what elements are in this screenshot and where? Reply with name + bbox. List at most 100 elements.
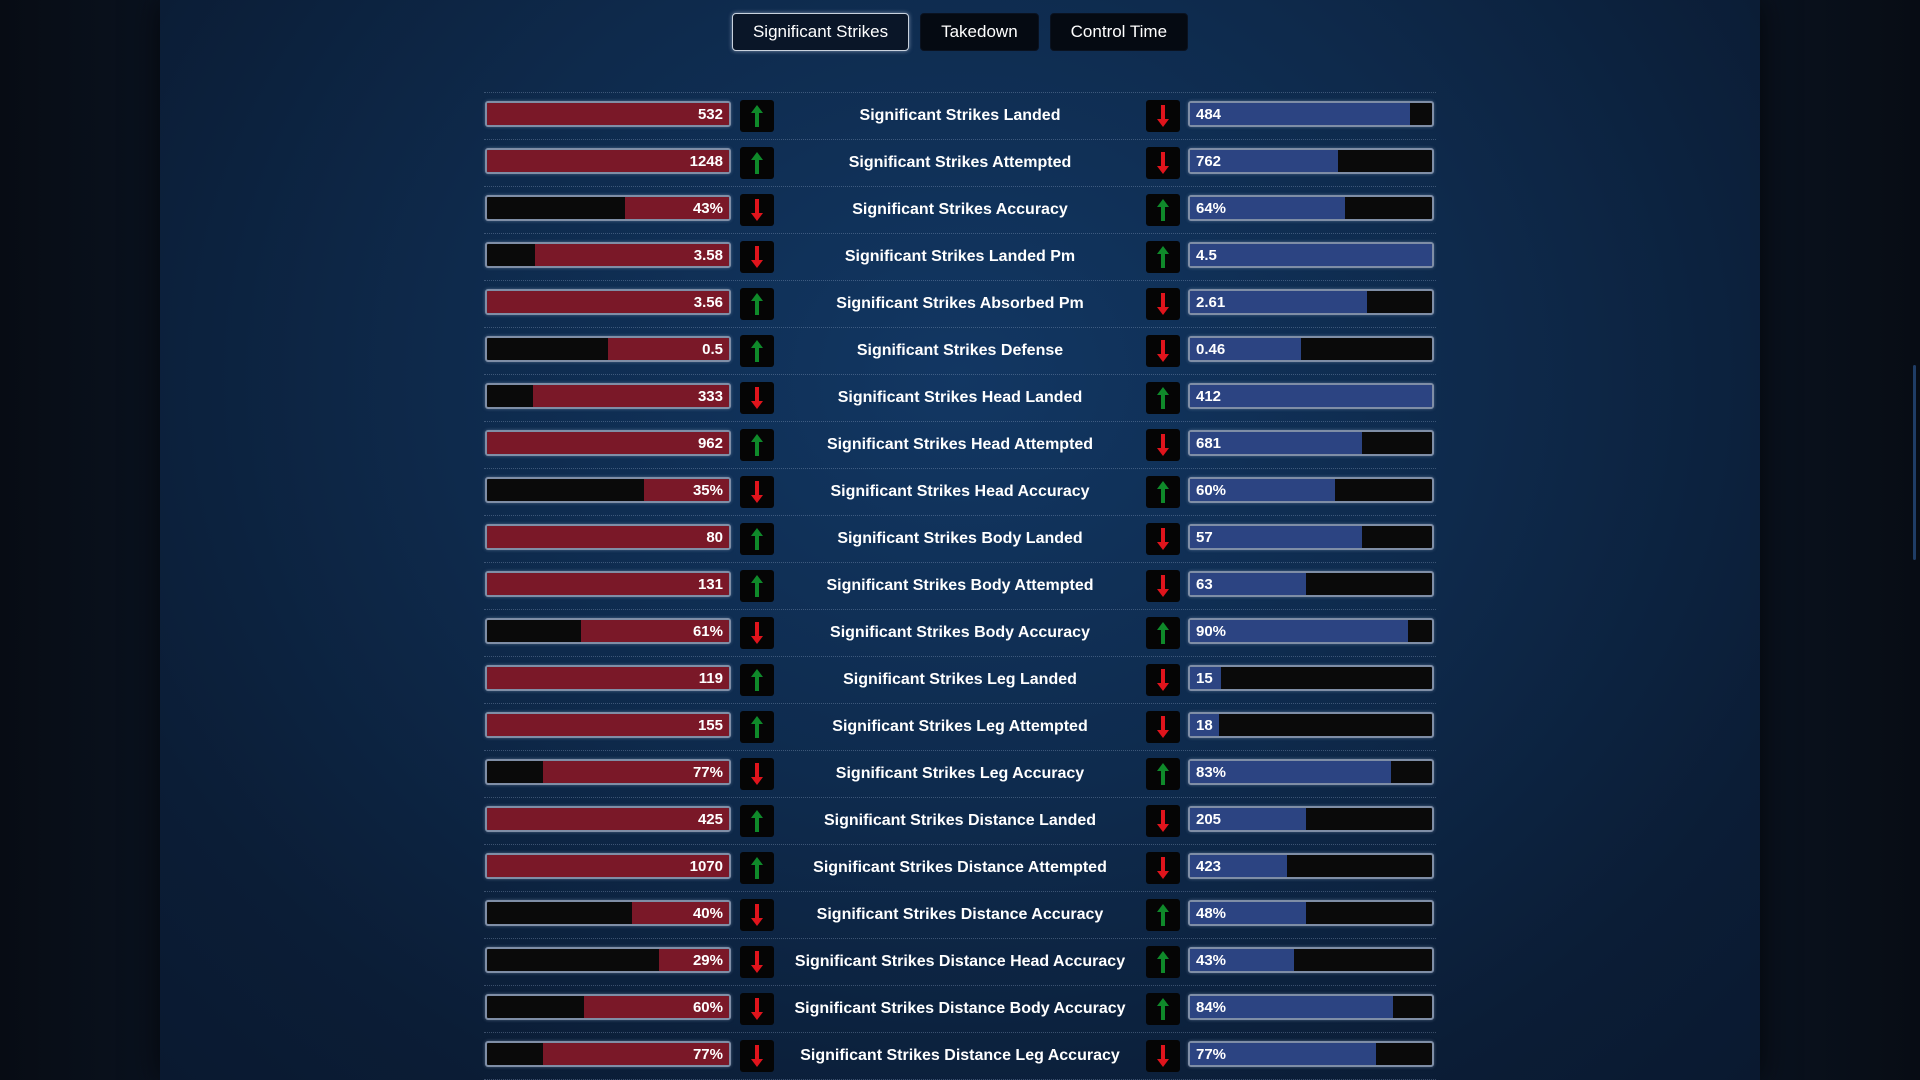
stat-label: Significant Strikes Head Attempted [826, 436, 1094, 453]
arrow-up-icon [1146, 617, 1180, 649]
left-fighter-bar: 40% [485, 900, 731, 926]
arrow-down-icon [1146, 570, 1180, 602]
right-value: 762 [1196, 152, 1222, 170]
stat-label: Significant Strikes Attempted [848, 154, 1072, 171]
left-fighter-bar: 425 [485, 806, 731, 832]
left-fighter-bar: 0.5 [485, 336, 731, 362]
arrow-down-icon [1146, 523, 1180, 555]
left-bar-fill [632, 902, 729, 924]
arrow-up-icon [740, 523, 774, 555]
left-bar-fill [487, 526, 729, 548]
left-fighter-bar: 1070 [485, 853, 731, 879]
stat-row: 333 Significant Strikes Head Landed 412 [484, 375, 1436, 422]
stat-row: 962 Significant Strikes Head Attempted 681 [484, 422, 1436, 469]
right-value: 2.61 [1196, 293, 1226, 311]
right-fighter-bar: 64% [1188, 195, 1434, 221]
left-bar-fill [487, 573, 729, 595]
arrow-down-icon [1146, 852, 1180, 884]
left-margin [0, 0, 165, 1080]
right-fighter-bar: 15 [1188, 665, 1434, 691]
arrow-up-icon [740, 852, 774, 884]
left-fighter-bar: 77% [485, 1041, 731, 1067]
stat-label: Significant Strikes Body Attempted [826, 577, 1094, 594]
left-value: 61% [692, 622, 723, 640]
stat-label: Significant Strikes Distance Leg Accurac… [800, 1047, 1120, 1064]
left-bar-fill [487, 714, 729, 736]
left-value: 60% [692, 998, 723, 1016]
stat-row: 77% Significant Strikes Leg Accuracy 83% [484, 751, 1436, 798]
right-bar-fill [1190, 667, 1222, 689]
right-fighter-bar: 423 [1188, 853, 1434, 879]
arrow-up-icon [1146, 899, 1180, 931]
stat-label: Significant Strikes Head Accuracy [830, 483, 1090, 500]
left-value: 0.5 [702, 340, 723, 358]
left-value: 333 [697, 387, 723, 405]
right-bar-fill [1190, 197, 1345, 219]
stat-label: Significant Strikes Accuracy [852, 201, 1068, 218]
arrow-down-icon [1146, 100, 1180, 132]
right-value: 77% [1196, 1045, 1227, 1063]
left-bar-fill [487, 667, 729, 689]
stat-label: Significant Strikes Leg Attempted [832, 718, 1088, 735]
left-value: 962 [697, 434, 723, 452]
stat-row: 77% Significant Strikes Distance Leg Accu… [484, 1033, 1436, 1080]
right-bar-fill [1190, 338, 1302, 360]
arrow-down-icon [740, 993, 774, 1025]
stat-row: 60% Significant Strikes Distance Body Acc… [484, 986, 1436, 1033]
left-bar-fill [532, 385, 729, 407]
stat-row: 3.58 Significant Strikes Landed Pm 4.5 [484, 234, 1436, 281]
right-fighter-bar: 412 [1188, 383, 1434, 409]
right-margin [1755, 0, 1920, 1080]
right-value: 205 [1196, 810, 1222, 828]
left-bar-fill [487, 291, 729, 313]
right-value: 57 [1196, 528, 1213, 546]
right-fighter-bar: 0.46 [1188, 336, 1434, 362]
right-bar-fill [1190, 103, 1411, 125]
right-bar-fill [1190, 761, 1391, 783]
arrow-up-icon [1146, 194, 1180, 226]
arrow-down-icon [1146, 288, 1180, 320]
arrow-up-icon [740, 570, 774, 602]
right-value: 43% [1196, 951, 1227, 969]
tab-significant-strikes[interactable]: Significant Strikes [731, 13, 910, 51]
stat-label: Significant Strikes Defense [856, 342, 1064, 359]
left-bar-fill [487, 150, 729, 172]
tab-takedown[interactable]: Takedown [920, 13, 1039, 51]
left-bar-fill [583, 996, 729, 1018]
main-panel [160, 0, 1760, 1080]
tab-control-time[interactable]: Control Time [1049, 13, 1189, 51]
stat-row: 29% Significant Strikes Distance Head Acc… [484, 939, 1436, 986]
left-fighter-bar: 155 [485, 712, 731, 738]
left-fighter-bar: 3.56 [485, 289, 731, 315]
left-bar-fill [644, 479, 729, 501]
stats-comparison-table: 532 Significant Strikes Landed 484 1248 Sign… [484, 92, 1436, 1080]
arrow-down-icon [740, 382, 774, 414]
arrow-up-icon [1146, 993, 1180, 1025]
right-bar-fill [1190, 526, 1362, 548]
stat-label: Significant Strikes Landed [859, 107, 1061, 124]
right-value: 412 [1196, 387, 1222, 405]
arrow-down-icon [1146, 335, 1180, 367]
right-bar-fill [1190, 855, 1287, 877]
right-bar-fill [1190, 573, 1307, 595]
left-value: 80 [706, 528, 723, 546]
arrow-up-icon [740, 147, 774, 179]
stat-row: 131 Significant Strikes Body Attempted 63 [484, 563, 1436, 610]
right-fighter-bar: 762 [1188, 148, 1434, 174]
right-bar-fill [1190, 385, 1432, 407]
scrollbar-thumb[interactable] [1913, 365, 1916, 560]
left-value: 3.58 [693, 246, 723, 264]
arrow-up-icon [740, 805, 774, 837]
arrow-down-icon [1146, 147, 1180, 179]
arrow-down-icon [740, 194, 774, 226]
left-bar-fill [487, 432, 729, 454]
right-value: 4.5 [1196, 246, 1217, 264]
left-bar-fill [542, 1043, 729, 1065]
left-bar-fill [487, 855, 729, 877]
left-bar-fill [535, 244, 729, 266]
arrow-down-icon [1146, 711, 1180, 743]
left-value: 425 [697, 810, 723, 828]
arrow-up-icon [1146, 382, 1180, 414]
left-value: 131 [697, 575, 723, 593]
left-fighter-bar: 333 [485, 383, 731, 409]
